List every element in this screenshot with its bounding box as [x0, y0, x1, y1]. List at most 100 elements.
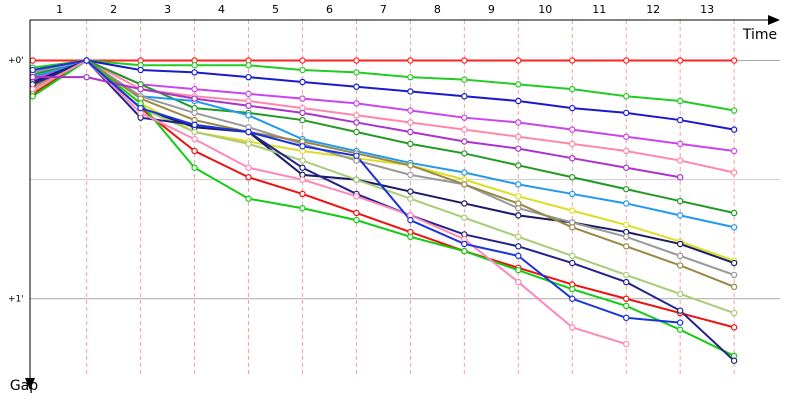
point — [407, 119, 414, 126]
point — [407, 140, 414, 148]
point — [461, 247, 468, 255]
point — [515, 266, 522, 274]
point — [353, 128, 360, 136]
point — [569, 85, 576, 93]
y-tick-label: +0' — [8, 56, 24, 66]
point — [515, 212, 522, 219]
point — [676, 97, 684, 105]
point — [29, 66, 36, 74]
point — [730, 209, 738, 217]
x-axis-label: Time — [742, 27, 777, 43]
point — [676, 326, 684, 333]
point — [407, 188, 414, 195]
point — [353, 57, 360, 64]
point — [191, 147, 198, 155]
point — [29, 57, 36, 64]
point — [299, 157, 306, 164]
point — [461, 181, 468, 188]
point — [299, 176, 306, 183]
y-axis-label: Gap — [10, 378, 38, 394]
point — [461, 76, 468, 83]
point — [569, 295, 576, 302]
point — [29, 93, 36, 100]
point — [730, 259, 738, 267]
point — [569, 324, 576, 331]
point — [623, 340, 630, 348]
point — [730, 169, 738, 176]
x-tick-label: 7 — [380, 3, 387, 16]
point — [191, 121, 198, 129]
point — [299, 143, 306, 150]
point — [299, 116, 306, 124]
point — [515, 181, 522, 188]
point — [623, 278, 630, 286]
x-axis-arrow — [768, 15, 780, 25]
point — [299, 66, 306, 74]
point — [461, 150, 468, 157]
point — [137, 104, 144, 112]
point — [245, 164, 252, 171]
point — [407, 128, 414, 136]
point — [623, 243, 630, 250]
point — [191, 128, 198, 136]
point — [353, 216, 360, 224]
x-tick-label: 3 — [164, 3, 171, 16]
point — [515, 162, 522, 169]
point — [407, 216, 414, 224]
point — [569, 57, 576, 64]
series-line — [32, 59, 735, 153]
point — [83, 57, 90, 64]
point — [676, 116, 684, 124]
point — [623, 147, 630, 155]
point — [461, 93, 468, 100]
point — [730, 309, 738, 317]
point — [569, 252, 576, 260]
point — [461, 114, 468, 121]
point — [245, 90, 252, 98]
point — [623, 93, 630, 100]
point — [191, 135, 198, 143]
x-tick-label: 10 — [538, 3, 552, 16]
point — [623, 133, 630, 140]
point — [191, 69, 198, 76]
point — [191, 62, 198, 69]
point — [407, 73, 414, 81]
point — [569, 140, 576, 148]
point — [569, 104, 576, 112]
point — [353, 69, 360, 76]
point — [730, 126, 738, 133]
point — [353, 83, 360, 90]
point — [515, 233, 522, 241]
series-line — [32, 59, 735, 276]
point — [299, 78, 306, 86]
point — [676, 157, 684, 164]
point — [407, 107, 414, 114]
x-tick-label: 4 — [218, 3, 225, 16]
series-line — [32, 59, 735, 262]
x-tick-label: 11 — [592, 3, 606, 16]
point — [676, 140, 684, 148]
point — [461, 240, 468, 248]
point — [191, 85, 198, 93]
point — [676, 307, 684, 314]
point — [299, 190, 306, 198]
point — [461, 214, 468, 221]
point — [299, 164, 306, 171]
point — [676, 240, 684, 248]
point — [191, 164, 198, 171]
point — [623, 302, 630, 310]
point — [137, 85, 144, 93]
point — [515, 243, 522, 250]
point — [137, 66, 144, 74]
point — [461, 126, 468, 133]
series-line — [32, 59, 735, 229]
point — [461, 169, 468, 176]
point — [569, 174, 576, 181]
point — [353, 152, 360, 160]
point — [299, 57, 306, 64]
point — [569, 154, 576, 162]
point — [515, 57, 522, 64]
point — [245, 73, 252, 81]
point — [676, 57, 684, 64]
x-tick-label: 9 — [488, 3, 495, 16]
